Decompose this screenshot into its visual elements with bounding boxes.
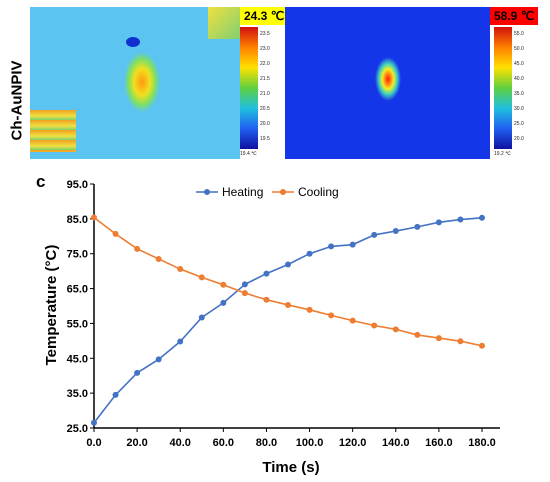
data-point-heating — [198, 314, 205, 321]
data-point-cooling — [349, 317, 356, 324]
data-point-heating — [349, 241, 356, 248]
y-axis-title: Temperature (°C) — [43, 245, 60, 366]
data-point-heating — [134, 369, 141, 376]
data-point-heating — [91, 419, 97, 426]
y-tick-label: 45.0 — [67, 353, 88, 365]
data-point-heating — [371, 231, 378, 238]
data-point-cooling — [457, 338, 464, 345]
panel-c-letter: c — [36, 172, 46, 191]
x-tick-label: 120.0 — [339, 437, 367, 449]
data-point-cooling — [220, 281, 227, 288]
scale-tick: 50.0 — [514, 46, 524, 52]
y-tick-label: 25.0 — [67, 423, 88, 435]
x-axis-title: Time (s) — [262, 459, 319, 476]
x-tick-label: 0.0 — [86, 437, 101, 449]
data-point-cooling — [414, 331, 421, 338]
scale-tick: 22.0 — [260, 61, 270, 67]
thermal-image-a — [30, 7, 240, 159]
scale-tick: 25.0 — [514, 121, 524, 127]
color-scale-a: 23.5 23.0 22.0 21.5 21.0 20.5 20.0 19.5 19.4 ℃ — [240, 27, 280, 157]
y-tick-label: 95.0 — [67, 179, 88, 191]
y-tick-label: 75.0 — [67, 249, 88, 261]
scale-tick: 20.0 — [514, 136, 524, 142]
cold-spot — [126, 37, 140, 47]
data-point-heating — [220, 299, 227, 306]
data-point-cooling — [241, 290, 248, 297]
data-point-cooling — [155, 255, 162, 262]
hot-spot — [285, 7, 490, 159]
y-tick-label: 85.0 — [67, 214, 88, 226]
data-point-heating — [155, 356, 162, 363]
legend-marker-cooling — [280, 189, 286, 195]
scale-tick: 23.5 — [260, 31, 270, 37]
data-point-cooling — [134, 245, 141, 252]
x-tick-label: 180.0 — [468, 437, 496, 449]
data-point-heating — [414, 223, 421, 230]
series-line-heating — [93, 217, 483, 424]
scale-tick: 45.0 — [514, 61, 524, 67]
scale-bar-b — [494, 27, 512, 149]
data-point-heating — [285, 261, 291, 268]
x-tick-label: 80.0 — [256, 437, 277, 449]
data-point-heating — [241, 281, 248, 288]
scale-min-b: 19.2 ℃ — [494, 151, 511, 157]
data-point-cooling — [392, 326, 399, 333]
data-point-heating — [435, 219, 442, 226]
data-point-cooling — [479, 342, 485, 349]
scale-tick: 55.0 — [514, 31, 524, 37]
data-point-cooling — [328, 312, 335, 319]
x-tick-label: 100.0 — [296, 437, 324, 449]
data-point-cooling — [177, 266, 184, 273]
scale-min-a: 19.4 ℃ — [240, 151, 257, 157]
max-temp-badge-b: 58.9 ℃ — [490, 7, 539, 25]
data-point-cooling — [263, 296, 270, 303]
scale-bar-a — [240, 27, 258, 149]
corner-region-top — [208, 7, 240, 39]
scale-tick: 30.0 — [514, 106, 524, 112]
scale-tick: 35.0 — [514, 91, 524, 97]
y-tick-label: 35.0 — [67, 388, 88, 400]
scale-tick: 20.0 — [260, 121, 270, 127]
thermal-image-b — [285, 7, 490, 159]
y-tick-label: 65.0 — [67, 284, 88, 296]
x-tick-label: 160.0 — [425, 437, 453, 449]
scale-tick: 20.5 — [260, 106, 270, 112]
series-line-cooling — [93, 216, 483, 347]
data-point-cooling — [435, 335, 442, 342]
data-point-cooling — [306, 306, 313, 313]
data-point-cooling — [91, 214, 97, 221]
data-point-cooling — [285, 301, 291, 308]
data-point-heating — [306, 250, 313, 257]
data-point-cooling — [371, 322, 378, 329]
data-point-heating — [392, 228, 399, 235]
data-point-cooling — [112, 230, 119, 237]
data-point-heating — [457, 216, 464, 223]
color-scale-b: 55.0 50.0 45.0 40.0 35.0 30.0 25.0 20.0 19.2 ℃ — [494, 27, 534, 157]
scale-tick: 40.0 — [514, 76, 524, 82]
legend-label-cooling: Cooling — [298, 185, 339, 199]
data-point-heating — [177, 338, 184, 345]
data-point-heating — [263, 270, 270, 277]
x-tick-label: 20.0 — [126, 437, 147, 449]
y-tick-label: 55.0 — [67, 318, 88, 330]
data-point-heating — [479, 214, 485, 221]
data-point-heating — [112, 391, 119, 398]
x-tick-label: 60.0 — [213, 437, 234, 449]
scale-tick: 21.0 — [260, 91, 270, 97]
max-temp-badge-a: 24.3 ℃ — [240, 7, 289, 25]
x-tick-label: 140.0 — [382, 437, 410, 449]
scale-tick: 19.5 — [260, 136, 270, 142]
legend-marker-heating — [204, 189, 210, 195]
x-tick-label: 40.0 — [170, 437, 191, 449]
corner-region — [30, 110, 76, 152]
legend-label-heating: Heating — [222, 185, 263, 199]
scale-tick: 23.0 — [260, 46, 270, 52]
scale-tick: 21.5 — [260, 76, 270, 82]
data-point-heating — [328, 243, 335, 250]
data-point-cooling — [198, 274, 205, 281]
